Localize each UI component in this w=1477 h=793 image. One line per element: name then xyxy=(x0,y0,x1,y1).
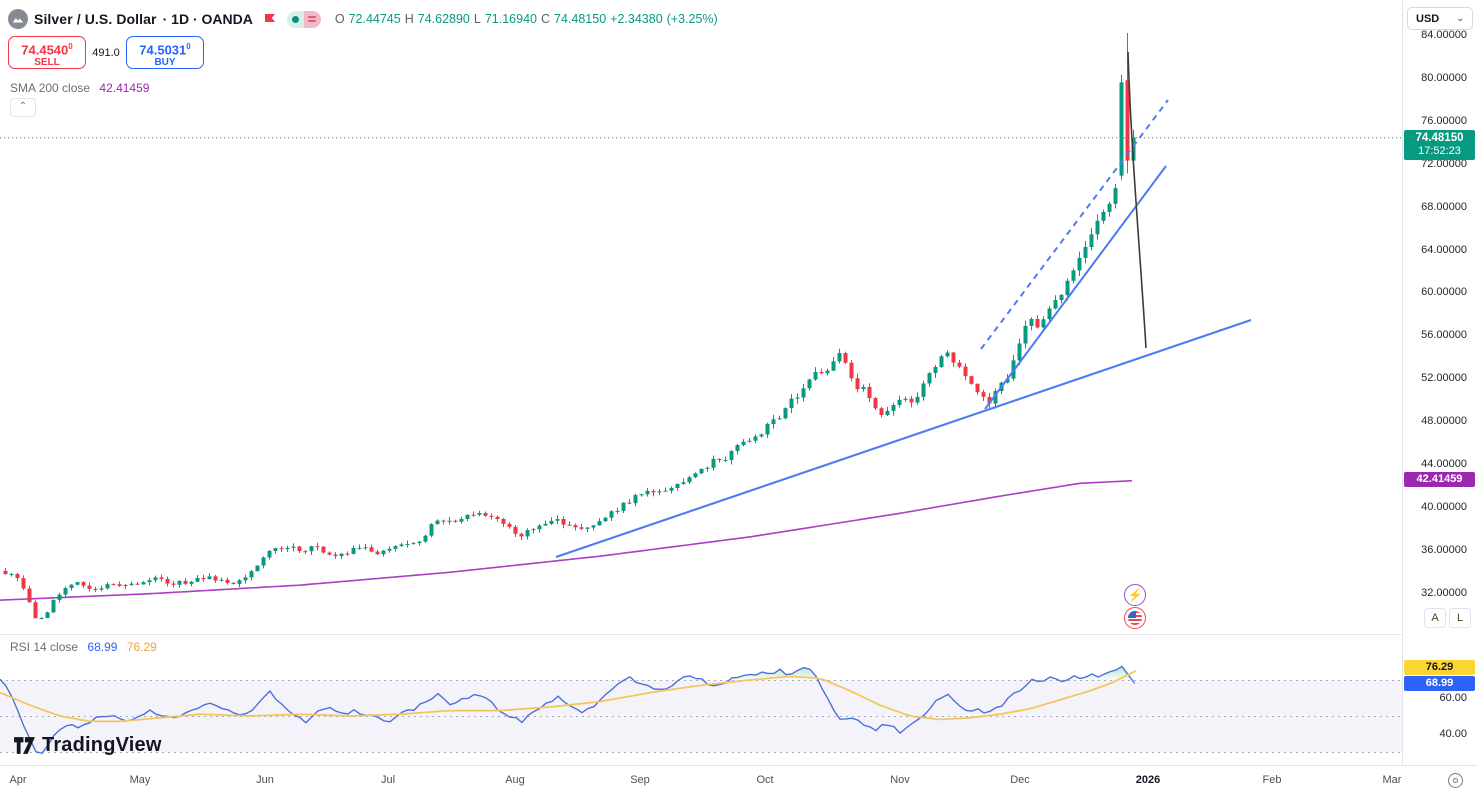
time-axis-label: Jul xyxy=(380,774,396,786)
close-value: 74.48150 xyxy=(554,12,607,26)
price-axis-label: 32.00000 xyxy=(1421,586,1467,599)
auto-scale-button[interactable]: A xyxy=(1424,608,1446,628)
symbol-title[interactable]: Silver / U.S. Dollar xyxy=(34,11,157,27)
rsi-axis-label: 40.00 xyxy=(1439,728,1467,740)
change-percent: (+3.25%) xyxy=(666,12,718,26)
rsi-axis-label: 60.00 xyxy=(1439,692,1467,704)
symbol-meta[interactable]: · 1D · OANDA xyxy=(162,11,253,27)
price-axis-label: 68.00000 xyxy=(1421,200,1467,213)
high-value: 74.62890 xyxy=(417,12,470,26)
price-axis-label: 72.00000 xyxy=(1421,157,1467,170)
bar-countdown: 17:52:23 xyxy=(1418,145,1461,157)
spread-value: 491.0 xyxy=(92,46,120,59)
tradingview-logo-icon xyxy=(14,737,35,754)
price-axis-label: 60.00000 xyxy=(1421,286,1467,299)
rsi-value: 68.99 xyxy=(87,640,118,654)
symbol-header: Silver / U.S. Dollar · 1D · OANDA O 72.44… xyxy=(8,8,718,30)
trade-panel: 74.45400 SELL 491.0 74.50310 BUY xyxy=(8,36,204,69)
time-axis-settings-icon[interactable] xyxy=(1448,773,1463,788)
time-axis-label: Nov xyxy=(890,774,910,786)
replay-toggle-icon[interactable] xyxy=(286,10,321,28)
price-axis[interactable]: USD ⌄ 84.00000 80.00000 76.00000 72.00000 68… xyxy=(1402,0,1477,765)
price-axis-label: 80.00000 xyxy=(1421,72,1467,85)
time-axis-label: Jun xyxy=(256,774,274,786)
time-axis-label: May xyxy=(129,774,151,786)
us-flag-event-icon[interactable] xyxy=(1124,607,1146,629)
time-axis-label: 2026 xyxy=(1135,774,1161,786)
buy-button[interactable]: 74.50310 BUY xyxy=(126,36,204,69)
time-axis-label: Mar xyxy=(1382,774,1402,786)
watermark-text: TradingView xyxy=(42,734,162,756)
rsi-value-tag: 68.99 xyxy=(1404,676,1475,691)
chevron-down-icon: ⌄ xyxy=(1456,13,1464,23)
collapse-chevron-icon[interactable]: ⌃ xyxy=(10,98,36,117)
price-axis-label: 40.00000 xyxy=(1421,500,1467,513)
price-axis-label: 52.00000 xyxy=(1421,372,1467,385)
price-axis-label: 44.00000 xyxy=(1421,458,1467,470)
sma-value: 42.41459 xyxy=(99,81,150,95)
price-axis-label: 36.00000 xyxy=(1421,543,1467,556)
time-axis-label: Dec xyxy=(1010,774,1030,786)
time-axis-label: Feb xyxy=(1262,774,1282,786)
rsi-ma-value: 76.29 xyxy=(126,640,157,654)
time-axis-label: Apr xyxy=(9,774,27,786)
time-axis-label: Aug xyxy=(505,774,525,786)
chart-canvas[interactable] xyxy=(0,0,1402,765)
sma-price-tag: 42.41459 xyxy=(1404,472,1475,487)
toggle-lines-icon xyxy=(303,10,321,28)
time-axis-label: Oct xyxy=(756,774,774,786)
currency-dropdown[interactable]: USD ⌄ xyxy=(1407,7,1473,30)
tradingview-watermark[interactable]: TradingView xyxy=(12,733,162,758)
ohlc-readout: O 72.44745 H 74.62890 L 71.16940 C 74.48150 … xyxy=(334,12,718,26)
low-value: 71.16940 xyxy=(484,12,537,26)
open-value: 72.44745 xyxy=(348,12,401,26)
silver-logo-icon xyxy=(8,9,28,29)
rsi-indicator-row[interactable]: RSI 14 close 68.99 76.29 xyxy=(10,640,157,654)
price-axis-label: 48.00000 xyxy=(1421,415,1467,428)
sell-button[interactable]: 74.45400 SELL xyxy=(8,36,86,69)
lightning-event-icon[interactable]: ⚡ xyxy=(1124,584,1146,606)
sma-indicator-row[interactable]: SMA 200 close 42.41459 xyxy=(10,81,150,95)
price-axis-label: 64.00000 xyxy=(1421,243,1467,256)
current-price-tag: 74.48150 17:52:23 xyxy=(1404,130,1475,160)
flag-icon[interactable] xyxy=(263,12,277,26)
pane-divider[interactable] xyxy=(0,634,1477,635)
change-value: +2.34380 xyxy=(610,12,663,26)
price-axis-label: 84.00000 xyxy=(1421,29,1467,42)
event-icons: ⚡ xyxy=(1124,584,1146,629)
time-axis[interactable]: Apr May Jun Jul Aug Sep Oct Nov Dec 2026 Feb Mar xyxy=(0,765,1477,793)
toggle-dot-icon xyxy=(286,10,304,28)
price-axis-label: 56.00000 xyxy=(1421,329,1467,342)
time-axis-label: Sep xyxy=(630,774,650,786)
rsi-ma-tag: 76.29 xyxy=(1404,660,1475,675)
price-axis-label: 76.00000 xyxy=(1421,114,1467,127)
log-scale-button[interactable]: L xyxy=(1449,608,1471,628)
